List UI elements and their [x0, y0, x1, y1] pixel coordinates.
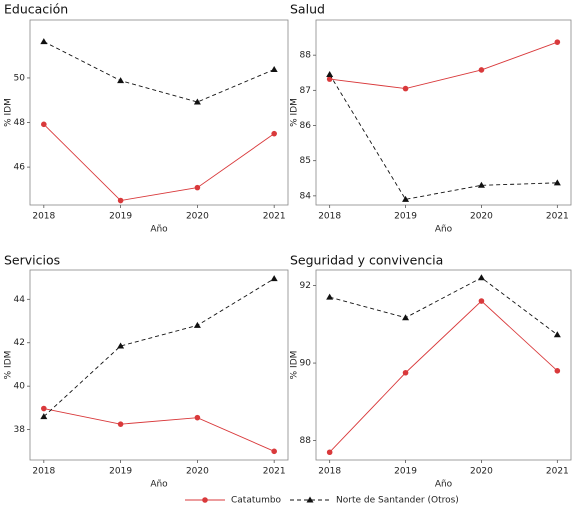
x-tick-label: 2021 [546, 212, 569, 222]
marker [193, 98, 201, 105]
y-tick-label: 44 [14, 295, 26, 305]
marker [326, 293, 334, 300]
series-line [43, 41, 275, 103]
marker [271, 448, 277, 455]
x-tick-label: 2018 [318, 467, 341, 477]
panel-title: Servicios [4, 253, 60, 268]
marker [402, 195, 410, 202]
marker [402, 85, 409, 92]
x-tick-label: 2019 [109, 467, 132, 477]
y-tick-label: 42 [14, 338, 25, 348]
marker [271, 130, 277, 137]
x-tick-label: 2020 [186, 467, 209, 477]
marker [477, 274, 485, 281]
marker [554, 39, 561, 45]
marker [477, 181, 485, 188]
marker [326, 71, 334, 78]
plot-frame [315, 19, 572, 206]
legend-marker [202, 497, 208, 503]
marker [270, 65, 278, 72]
x-tick-label: 2020 [470, 467, 493, 477]
marker [40, 38, 48, 45]
plot-frame [29, 19, 289, 206]
marker [41, 121, 47, 128]
x-tick-label: 2019 [394, 467, 417, 477]
y-tick-label: 86 [300, 121, 312, 131]
marker [117, 77, 125, 84]
series-line [43, 408, 275, 452]
y-tick-label: 48 [14, 118, 26, 128]
marker [326, 449, 333, 456]
x-axis-label: Año [150, 225, 168, 235]
y-tick-label: 90 [300, 359, 312, 369]
marker [554, 368, 561, 374]
marker [402, 314, 410, 321]
y-axis-label: % IDM [4, 351, 14, 380]
y-axis-label: % IDM [290, 98, 300, 127]
x-tick-label: 2021 [263, 467, 286, 477]
series-line [329, 277, 558, 336]
series-line [329, 41, 558, 90]
x-tick-label: 2019 [394, 212, 417, 222]
y-axis-label: % IDM [290, 351, 300, 380]
y-tick-label: 50 [14, 73, 26, 83]
marker [194, 184, 201, 191]
x-tick-label: 2021 [546, 467, 569, 477]
x-tick-label: 2020 [186, 212, 209, 222]
y-tick-label: 88 [300, 51, 312, 61]
series-line [43, 123, 275, 202]
plot-frame [315, 269, 572, 461]
panel-title: Salud [290, 2, 325, 17]
x-tick-label: 2018 [318, 212, 341, 222]
x-axis-label: Año [435, 480, 453, 490]
x-tick-label: 2018 [32, 467, 55, 477]
marker [553, 179, 561, 186]
legend-label: Catatumbo [231, 496, 282, 506]
x-axis-label: Año [435, 225, 453, 235]
marker [40, 413, 48, 420]
marker [194, 414, 201, 421]
y-tick-label: 38 [14, 425, 26, 435]
y-tick-label: 40 [14, 382, 26, 392]
marker [41, 405, 47, 412]
marker [478, 67, 485, 73]
legend-label: Norte de Santander (Otros) [336, 496, 459, 506]
series-line [329, 74, 558, 200]
marker [270, 275, 278, 282]
legend-marker [306, 496, 314, 503]
x-axis-label: Año [150, 480, 168, 490]
y-axis-label: % IDM [4, 98, 14, 127]
x-tick-label: 2021 [263, 212, 286, 222]
panel-title: Seguridad y convivencia [290, 253, 443, 268]
marker [193, 321, 201, 328]
marker [326, 76, 333, 82]
y-tick-label: 87 [300, 86, 311, 96]
marker [478, 298, 485, 304]
x-tick-label: 2018 [32, 212, 55, 222]
marker [553, 331, 561, 338]
panel-title: Educación [4, 2, 68, 17]
plot-frame [29, 269, 289, 461]
marker [117, 197, 124, 204]
x-tick-label: 2019 [109, 212, 132, 222]
marker [402, 369, 409, 376]
y-tick-label: 92 [300, 281, 311, 291]
marker [117, 421, 124, 427]
y-tick-label: 85 [300, 156, 311, 166]
marker [117, 342, 125, 349]
y-tick-label: 84 [300, 191, 312, 201]
y-tick-label: 88 [300, 436, 312, 446]
series-line [43, 278, 275, 417]
x-tick-label: 2020 [470, 212, 493, 222]
series-line [329, 300, 558, 453]
y-tick-label: 46 [14, 163, 26, 173]
